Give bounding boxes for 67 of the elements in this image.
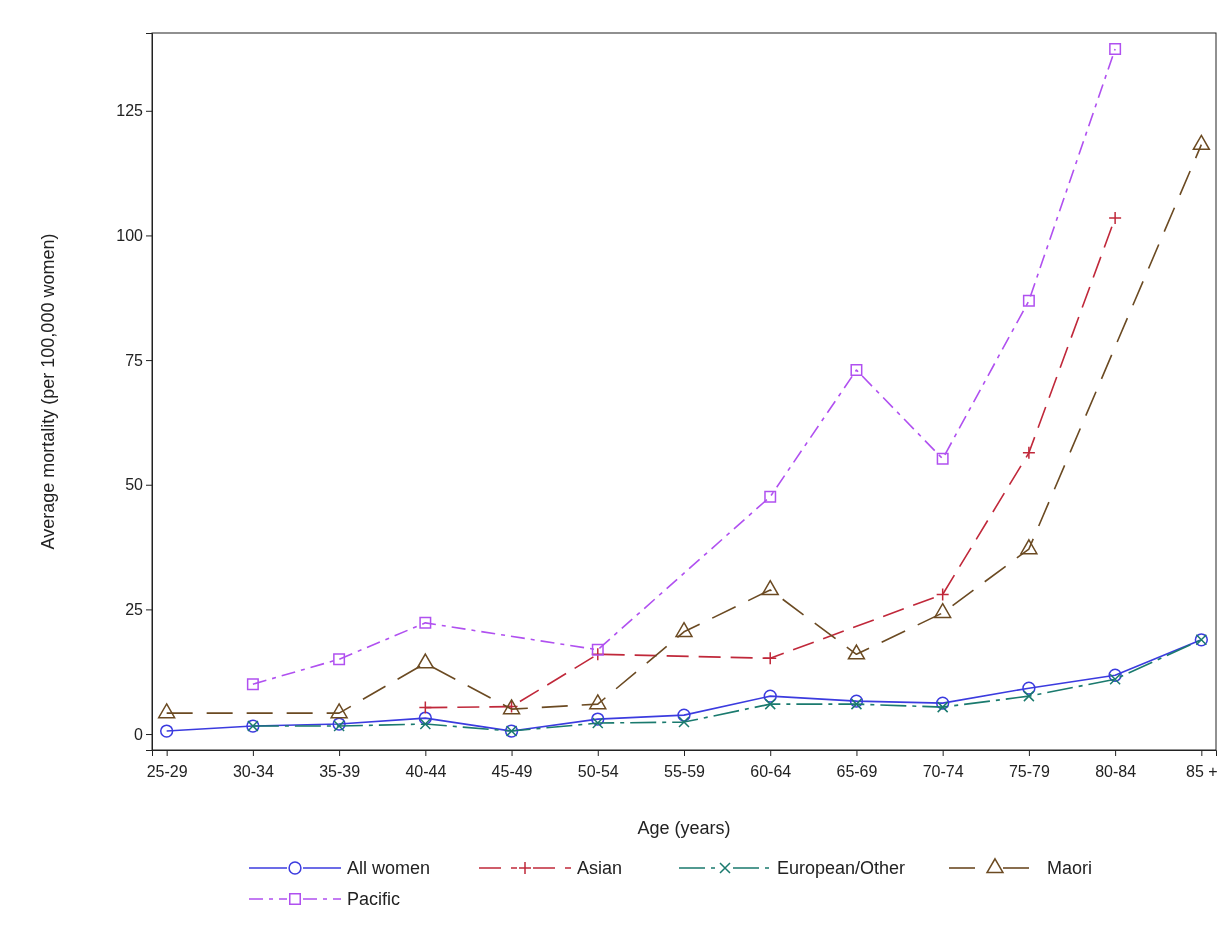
point	[764, 490, 777, 503]
point	[677, 708, 691, 722]
x-tick-label: 45-49	[491, 762, 533, 780]
y-tick-label: 125	[116, 102, 144, 120]
point	[1109, 673, 1121, 685]
point	[849, 694, 864, 708]
legend-label: All women	[347, 858, 431, 878]
point	[418, 711, 432, 725]
point	[159, 724, 174, 738]
point	[418, 700, 433, 715]
x-tick-label: 55-59	[664, 762, 706, 780]
y-tick-label: 0	[134, 725, 144, 743]
y-tick-label: 100	[116, 227, 144, 245]
point	[847, 644, 866, 660]
y-tick-label: 50	[125, 476, 144, 494]
point	[936, 452, 949, 465]
point	[678, 716, 690, 728]
point	[675, 621, 693, 638]
point	[936, 701, 949, 713]
point	[1109, 42, 1122, 55]
y-tick-label: 25	[125, 601, 144, 619]
point	[157, 703, 176, 719]
y-tick-label: 75	[125, 351, 144, 369]
point	[761, 579, 779, 596]
point	[592, 717, 604, 729]
point	[763, 651, 777, 666]
point	[1022, 681, 1036, 695]
point	[591, 712, 605, 726]
point	[763, 689, 777, 703]
x-tick-label: 80-84	[1095, 762, 1137, 780]
point	[589, 694, 607, 710]
legend-label: Pacific	[347, 889, 401, 909]
point	[1108, 668, 1122, 682]
point	[1020, 539, 1038, 555]
x-tick-label: 60-64	[750, 762, 792, 780]
y-axis-title: Average mortality (per 100,000 women)	[38, 233, 58, 550]
point	[246, 678, 259, 691]
x-axis-title: Age (years)	[637, 818, 731, 838]
point	[330, 703, 348, 719]
point	[333, 653, 346, 666]
point	[936, 696, 950, 710]
x-tick-label: 25-29	[146, 762, 188, 780]
point	[1192, 134, 1211, 151]
x-tick-label: 85 +	[1186, 762, 1218, 780]
x-tick-label: 50-54	[577, 762, 619, 780]
point	[935, 587, 950, 602]
point	[591, 643, 604, 656]
legend-label: European/Other	[777, 858, 906, 878]
point	[419, 616, 432, 629]
point	[850, 698, 863, 710]
point	[933, 602, 952, 619]
point	[1023, 690, 1035, 702]
point	[416, 653, 435, 669]
x-tick-label: 70-74	[922, 762, 964, 780]
legend-label: Asian	[577, 858, 623, 878]
point	[850, 364, 863, 377]
x-tick-label: 75-79	[1008, 762, 1050, 780]
x-tick-label: 40-44	[405, 762, 447, 780]
point	[1022, 294, 1035, 307]
point	[1022, 446, 1036, 460]
x-tick-label: 35-39	[319, 762, 361, 780]
x-tick-label: 65-69	[836, 762, 878, 780]
point	[1108, 211, 1122, 225]
x-tick-label: 30-34	[232, 762, 274, 780]
point	[419, 718, 432, 730]
point	[764, 698, 776, 710]
legend-label: Maori	[1047, 858, 1093, 878]
